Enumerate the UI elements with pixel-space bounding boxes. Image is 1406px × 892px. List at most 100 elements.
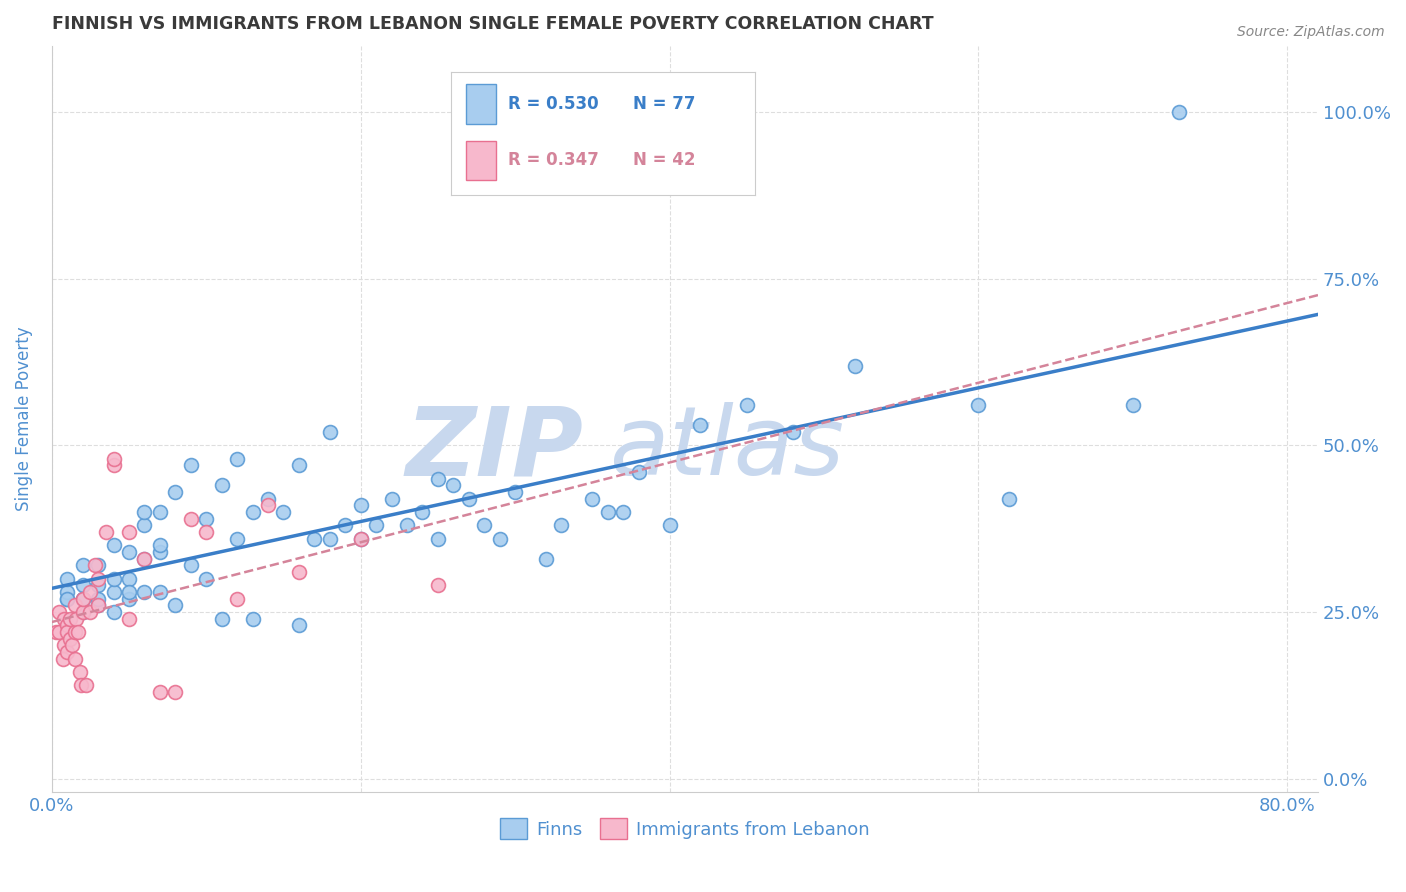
Text: atlas: atlas <box>609 402 844 495</box>
Point <box>998 491 1021 506</box>
Point <box>380 491 402 506</box>
Point <box>581 491 603 506</box>
Point <box>72 591 94 606</box>
Point <box>273 505 295 519</box>
Point <box>134 551 156 566</box>
Point <box>735 399 758 413</box>
Point <box>134 518 156 533</box>
Text: FINNISH VS IMMIGRANTS FROM LEBANON SINGLE FEMALE POVERTY CORRELATION CHART: FINNISH VS IMMIGRANTS FROM LEBANON SINGL… <box>52 15 934 33</box>
Point <box>56 625 79 640</box>
Point <box>211 612 233 626</box>
Point <box>1122 399 1144 413</box>
Point <box>426 578 449 592</box>
Point <box>118 572 141 586</box>
Point <box>149 685 172 699</box>
Point <box>87 578 110 592</box>
Point <box>488 532 510 546</box>
Point <box>596 505 619 519</box>
Point <box>550 518 572 533</box>
Point <box>63 625 86 640</box>
Point <box>94 525 117 540</box>
Point <box>242 505 264 519</box>
Point <box>87 591 110 606</box>
Point <box>65 612 87 626</box>
Point <box>87 599 110 613</box>
Point <box>288 565 311 579</box>
Point <box>226 451 249 466</box>
Point <box>304 532 326 546</box>
Point <box>180 512 202 526</box>
Point <box>195 525 218 540</box>
Point <box>59 632 82 646</box>
Point <box>56 645 79 659</box>
Point <box>87 599 110 613</box>
Point <box>257 499 280 513</box>
Point <box>51 651 73 665</box>
Point <box>69 665 91 679</box>
Point <box>1168 105 1191 120</box>
Point <box>411 505 433 519</box>
Point <box>211 478 233 492</box>
Point <box>134 505 156 519</box>
Point <box>60 639 83 653</box>
Point <box>63 599 86 613</box>
Point <box>72 605 94 619</box>
Point <box>118 585 141 599</box>
Point <box>103 605 125 619</box>
Point <box>149 545 172 559</box>
Point <box>59 612 82 626</box>
Point <box>441 478 464 492</box>
Point <box>288 458 311 473</box>
Text: Source: ZipAtlas.com: Source: ZipAtlas.com <box>1237 25 1385 39</box>
Point <box>84 558 107 573</box>
Point <box>79 585 101 599</box>
Point <box>472 518 495 533</box>
Point <box>149 505 172 519</box>
Point <box>165 599 187 613</box>
Point <box>48 605 70 619</box>
Point <box>257 491 280 506</box>
Point <box>782 425 804 439</box>
Point <box>149 585 172 599</box>
Point <box>658 518 681 533</box>
Point <box>426 472 449 486</box>
Point <box>63 651 86 665</box>
Point <box>53 612 76 626</box>
Point <box>72 591 94 606</box>
Point <box>56 572 79 586</box>
Text: ZIP: ZIP <box>406 402 583 495</box>
Point <box>103 451 125 466</box>
Point <box>70 678 93 692</box>
Point <box>195 572 218 586</box>
Point <box>226 532 249 546</box>
Point <box>349 532 371 546</box>
Point <box>457 491 479 506</box>
Point <box>134 585 156 599</box>
Point <box>103 585 125 599</box>
Point <box>180 458 202 473</box>
Point <box>56 585 79 599</box>
Point <box>118 525 141 540</box>
Point <box>72 578 94 592</box>
Point <box>195 512 218 526</box>
Point <box>56 591 79 606</box>
Point <box>319 425 342 439</box>
Point <box>134 551 156 566</box>
Point <box>79 605 101 619</box>
Point <box>72 558 94 573</box>
Point <box>534 551 557 566</box>
Point <box>66 625 89 640</box>
Point <box>72 605 94 619</box>
Point <box>349 532 371 546</box>
Point <box>48 625 70 640</box>
Point <box>72 591 94 606</box>
Point <box>395 518 418 533</box>
Point <box>45 625 67 640</box>
Point <box>165 485 187 500</box>
Point <box>118 545 141 559</box>
Point <box>56 618 79 632</box>
Point <box>180 558 202 573</box>
Point <box>149 538 172 552</box>
Point <box>226 591 249 606</box>
Point <box>349 499 371 513</box>
